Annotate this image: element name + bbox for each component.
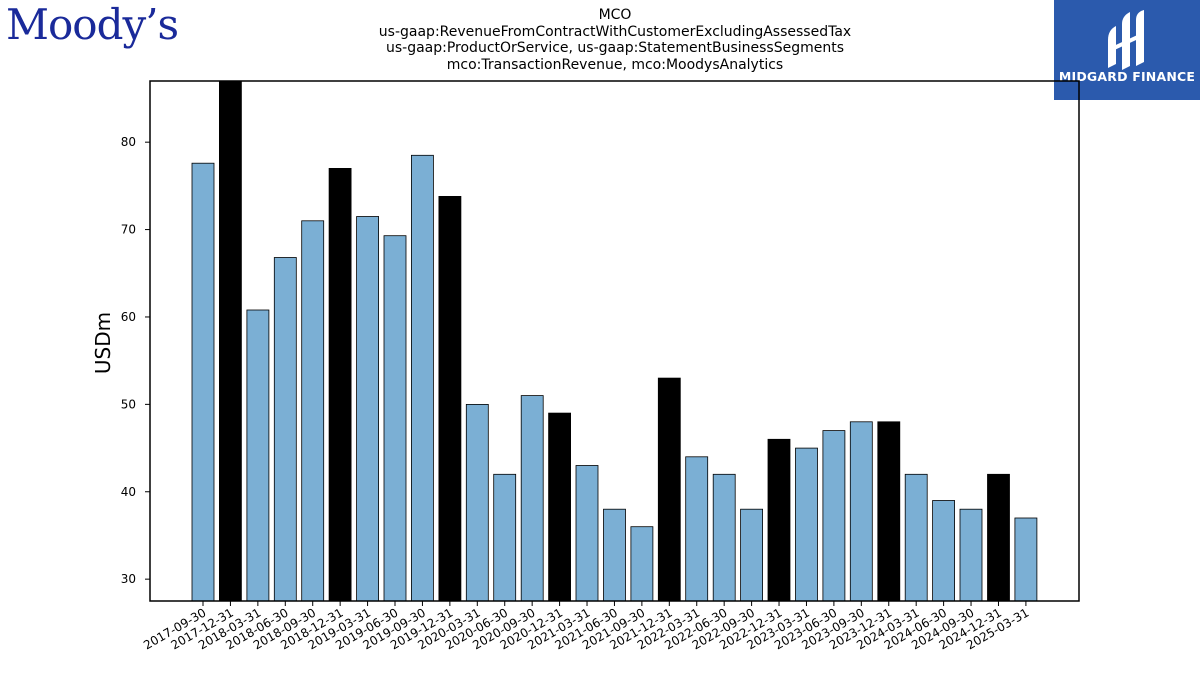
title-line-4: mco:TransactionRevenue, mco:MoodysAnalyt… <box>446 56 784 73</box>
title-line-1: MCO <box>598 7 632 23</box>
y-tick-label: 60 <box>121 310 136 324</box>
bar-2024-06-30 <box>932 500 955 602</box>
bar-2017-12-31 <box>218 80 242 602</box>
bar-2019-09-30 <box>410 154 434 602</box>
moodys-logo: Moody’s <box>6 0 179 49</box>
y-axis: 30 40 50 60 70 80 <box>121 135 150 586</box>
bar-2018-06-30 <box>273 257 297 602</box>
chart-title: MCO us-gaap:RevenueFromContractWithCusto… <box>365 7 865 73</box>
bar-2020-12-31 <box>548 412 571 602</box>
bar-2024-03-31 <box>904 473 928 602</box>
bars-group <box>191 80 1038 602</box>
bar-2021-06-30 <box>603 508 626 602</box>
midgard-logo-mark-icon <box>1108 10 1144 70</box>
bar-2021-12-31 <box>657 377 681 602</box>
bar-2018-03-31 <box>246 309 270 602</box>
bar-2020-06-30 <box>493 473 517 602</box>
bar-2020-09-30 <box>520 395 544 602</box>
bar-2022-06-30 <box>712 473 736 602</box>
bar-2023-06-30 <box>822 430 846 602</box>
bar-2024-12-31 <box>987 473 1010 602</box>
bar-2019-12-31 <box>438 195 462 602</box>
y-axis-label: USDm <box>91 312 115 374</box>
y-tick-label: 70 <box>121 223 136 237</box>
plot-frame <box>149 80 1080 602</box>
bar-2025-03-31 <box>1014 517 1038 602</box>
bar-2023-09-30 <box>849 421 873 602</box>
bar-2021-03-31 <box>575 465 599 602</box>
bar-2022-12-31 <box>767 438 791 602</box>
bar-2023-03-31 <box>795 447 818 602</box>
y-tick-label: 30 <box>121 572 136 586</box>
bar-2022-03-31 <box>685 456 709 602</box>
y-tick-label: 50 <box>121 397 136 411</box>
bar-2018-12-31 <box>328 167 352 602</box>
y-tick-label: 40 <box>121 485 136 499</box>
midgard-finance-logo: MIDGARD FINANCE <box>1054 0 1200 100</box>
y-tick-label: 80 <box>121 135 136 149</box>
x-axis: 2017-09-302017-12-312018-03-312018-06-30… <box>141 601 1031 652</box>
bar-2023-12-31 <box>877 421 901 602</box>
title-line-3: us-gaap:ProductOrService, us-gaap:Statem… <box>385 40 844 56</box>
bar-2017-09-30 <box>191 162 215 602</box>
bar-2018-09-30 <box>301 220 325 602</box>
title-line-2: us-gaap:RevenueFromContractWithCustomerE… <box>378 23 852 40</box>
bar-2022-09-30 <box>740 508 763 602</box>
bar-2021-09-30 <box>630 526 654 602</box>
bar-2019-03-31 <box>356 216 380 602</box>
bar-2024-09-30 <box>959 508 983 602</box>
bar-2019-06-30 <box>383 235 407 602</box>
midgard-finance-text: MIDGARD FINANCE <box>1058 69 1196 84</box>
bar-2020-03-31 <box>465 403 489 602</box>
